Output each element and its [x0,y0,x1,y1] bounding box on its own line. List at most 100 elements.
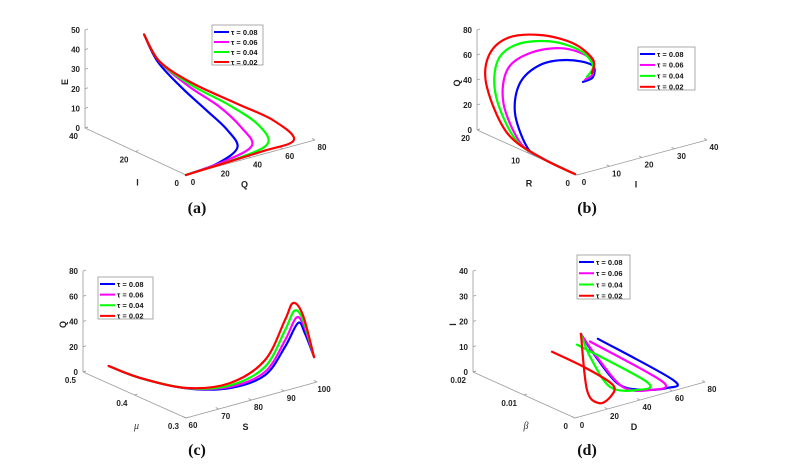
right-axis-tick [606,164,610,167]
right-axis-title: D [631,422,638,432]
chart-panel-c: 60 70 80 90 100 0.3 0.4 0.50 20 40 60 80 Sμ Qτ = 0.08… [58,267,331,459]
vertical-axis-title: Q [58,321,68,328]
left-axis-tick-label: 40 [69,132,78,141]
right-axis-tick [281,389,285,392]
right-axis-tick-label: 40 [710,143,719,152]
vertical-axis-tick-label: 40 [71,46,80,55]
right-axis-tick [701,380,706,383]
right-axis-tick-label: 20 [645,161,654,170]
vertical-axis-tick [82,370,87,373]
right-axis-tick-label: 40 [253,161,262,170]
right-axis-tick [182,416,187,419]
right-axis-tick [215,407,219,410]
right-axis-tick [703,138,708,141]
vertical-axis-title: Q [452,79,462,86]
left-axis-title: μ [133,421,139,432]
right-axis-tick-label: 30 [677,152,686,161]
vertical-axis-tick-label: 0 [74,368,79,377]
right-axis-tick-label: 60 [189,421,198,430]
right-axis-tick-label: 80 [708,385,717,394]
right-axis-title: Q [241,180,248,190]
right-axis-tick [571,416,576,419]
right-axis-tick [669,389,673,392]
vertical-axis-tick [84,28,89,31]
legend-label: τ = 0.06 [596,269,623,278]
right-axis-tick-label: 20 [221,169,230,178]
legend-label: τ = 0.04 [596,280,623,289]
vertical-axis-tick-label: 20 [71,85,80,94]
left-axis-tick-label: 10 [511,157,520,166]
vertical-axis-tick-label: 10 [71,104,80,113]
legend-label: τ = 0.04 [117,301,144,310]
vertical-axis-tick-label: 30 [459,292,468,301]
vertical-axis-tick [84,126,89,129]
right-axis-tick [248,398,252,401]
right-axis-tick [636,398,641,401]
left-axis-tick-label: 0.02 [450,376,466,385]
left-axis-tick-label: 0.3 [168,422,180,431]
vertical-axis-tick-label: 0 [76,124,81,133]
vertical-axis-title: E [60,79,70,85]
right-axis-tick-label: 90 [287,394,296,403]
legend-label: τ = 0.02 [117,312,144,321]
legend-label: τ = 0.06 [117,290,144,299]
right-axis-tick-label: 0 [580,421,585,430]
right-axis-tick-label: 0 [582,178,587,187]
vertical-axis-tick-label: 10 [459,343,468,352]
vertical-axis-tick-label: 0 [464,368,469,377]
vertical-axis-tick-label: 40 [459,267,468,276]
left-axis-tick [135,150,139,152]
left-axis-tick-label: 0 [564,422,569,431]
vertical-axis-tick-label: 20 [459,318,468,327]
series-curve-0.06 [501,47,595,176]
panel-caption: (c) [188,442,206,459]
vertical-axis-tick-label: 80 [69,267,78,276]
right-axis-tick-label: 20 [610,412,619,421]
vertical-axis-tick-label: 60 [463,51,472,60]
vertical-axis-tick-label: 80 [463,26,472,35]
series-curve-0.02 [484,33,596,176]
legend: τ = 0.08τ = 0.06τ = 0.04τ = 0.02 [211,24,264,67]
left-axis-tick [574,416,579,419]
right-axis-tick-label: 0 [191,178,196,187]
vertical-axis-title: I [448,323,458,326]
vertical-axis-tick [472,345,477,348]
left-axis-title: β [523,421,529,432]
right-axis-tick-label: 60 [285,152,294,161]
right-axis-tick [671,146,675,150]
left-axis-tick [134,393,138,396]
vertical-axis-tick [472,370,477,373]
right-axis-tick-label: 100 [317,385,331,394]
vertical-axis-tick [82,345,87,348]
legend-label: τ = 0.08 [596,258,623,267]
legend-label: τ = 0.02 [596,292,623,301]
right-axis-tick-label: 10 [612,169,621,178]
left-axis-tick [523,393,528,396]
left-axis-tick-label: 0 [175,179,180,188]
vertical-axis-tick [476,128,481,131]
series-curve-0.02 [550,332,616,405]
right-axis-title: I [635,180,638,190]
left-axis-title: I [136,178,139,188]
legend-label: τ = 0.08 [657,50,684,59]
left-axis-tick-label: 20 [461,134,470,143]
left-axis-tick-label: 20 [120,156,129,165]
vertical-axis-tick [82,294,87,297]
legend-label: τ = 0.04 [657,72,684,81]
right-axis-tick [638,155,643,158]
vertical-axis-tick [82,320,87,322]
vertical-axis-tick [476,103,481,106]
right-axis-tick-label: 40 [643,403,652,412]
vertical-axis-tick-label: 30 [71,65,80,74]
right-axis-tick [313,380,318,383]
vertical-axis-tick [472,294,477,297]
vertical-axis-tick [84,67,89,70]
legend: τ = 0.08τ = 0.06τ = 0.04τ = 0.02 [637,46,696,92]
panel-caption: (d) [577,442,597,459]
vertical-axis-tick-label: 50 [71,26,80,35]
legend-label: τ = 0.08 [231,28,258,37]
vertical-axis-tick [476,78,481,81]
